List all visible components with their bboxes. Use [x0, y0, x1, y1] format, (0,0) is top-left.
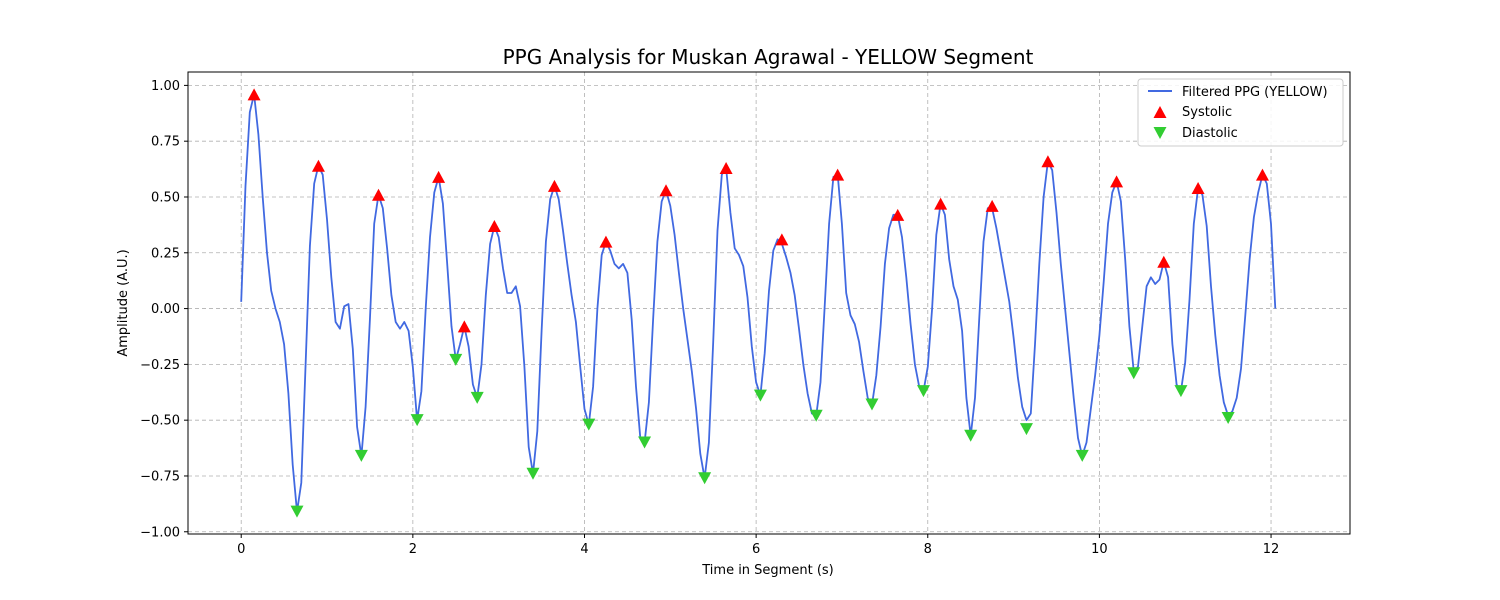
x-tick-label: 6 [752, 542, 760, 557]
y-axis-label: Amplitude (A.U.) [116, 249, 131, 356]
systolic-marker [1255, 168, 1269, 181]
diastolic-marker [1075, 449, 1089, 462]
y-tick-label: 0.25 [151, 246, 180, 261]
x-tick-label: 10 [1091, 542, 1108, 557]
diastolic-marker [865, 398, 879, 411]
legend-box [1137, 78, 1344, 147]
systolic-marker [247, 88, 261, 101]
legend-label-filtered-ppg: Filtered PPG (YELLOW) [1182, 85, 1328, 100]
x-tick-label: 4 [580, 542, 588, 557]
y-tick-label: 0.00 [151, 302, 180, 317]
y-tick-label: −1.00 [140, 525, 180, 540]
axes-frame [187, 71, 1351, 535]
diastolic-marker [916, 385, 930, 398]
diastolic-marker [526, 467, 540, 480]
systolic-marker [432, 170, 446, 183]
diastolic-marker [1221, 411, 1235, 424]
systolic-marker [487, 220, 501, 232]
systolic-marker [599, 235, 613, 248]
diastolic-marker [410, 414, 424, 427]
y-tick-label: −0.25 [140, 358, 180, 373]
diastolic-marker [582, 418, 596, 431]
systolic-marker [311, 159, 325, 172]
diastolic-marker [698, 472, 712, 485]
systolic-marker [547, 179, 561, 192]
diastolic-marker [470, 391, 484, 404]
systolic-marker [1157, 255, 1171, 268]
diastolic-marker [638, 436, 652, 449]
legend-swatch-diastolic [1153, 127, 1167, 139]
diastolic-marker [753, 389, 767, 402]
y-tick-label: −0.75 [140, 469, 180, 484]
systolic-marker [719, 161, 733, 174]
diastolic-marker [1174, 385, 1188, 398]
diastolic-marker [1127, 367, 1141, 380]
systolic-marker [372, 188, 386, 201]
systolic-marker [1110, 175, 1124, 188]
systolic-marker [891, 208, 905, 221]
systolic-marker [457, 320, 471, 333]
diastolic-marker [290, 505, 304, 518]
diastolic-marker [1019, 423, 1033, 436]
x-tick-label: 2 [409, 542, 417, 557]
diastolic-marker [354, 449, 368, 462]
legend: Filtered PPG (YELLOW) Systolic Diastolic [1137, 78, 1344, 147]
diastolic-marker [449, 353, 463, 366]
x-tick-label: 8 [924, 542, 932, 557]
systolic-marker [934, 197, 948, 210]
plot-area [240, 88, 1277, 518]
y-tick-label: −0.50 [140, 414, 180, 429]
x-tick-label: 12 [1263, 542, 1280, 557]
systolic-marker [1191, 182, 1205, 195]
axis-ticks: 0 2 4 6 8 10 12 −1.00 −0.75 −0.50 −0.25 0.00 0.25 0.5… [140, 79, 1279, 557]
legend-swatch-systolic [1153, 106, 1167, 118]
x-tick-label: 0 [237, 542, 245, 557]
systolic-marker [659, 184, 673, 197]
systolic-marker [775, 233, 789, 246]
x-axis-label: Time in Segment (s) [701, 563, 833, 578]
diastolic-marker [964, 429, 978, 442]
y-tick-label: 0.50 [151, 190, 180, 205]
chart-title: PPG Analysis for Muskan Agrawal - YELLOW… [503, 45, 1034, 69]
series-line-filtered-ppg [240, 93, 1277, 513]
legend-label-diastolic: Diastolic [1182, 126, 1238, 141]
y-tick-label: 1.00 [151, 79, 180, 94]
systolic-marker [831, 168, 845, 181]
y-tick-label: 0.75 [151, 135, 180, 150]
systolic-marker [1041, 155, 1055, 168]
legend-label-systolic: Systolic [1182, 105, 1232, 120]
diastolic-marker [809, 409, 823, 422]
systolic-marker [985, 199, 999, 212]
